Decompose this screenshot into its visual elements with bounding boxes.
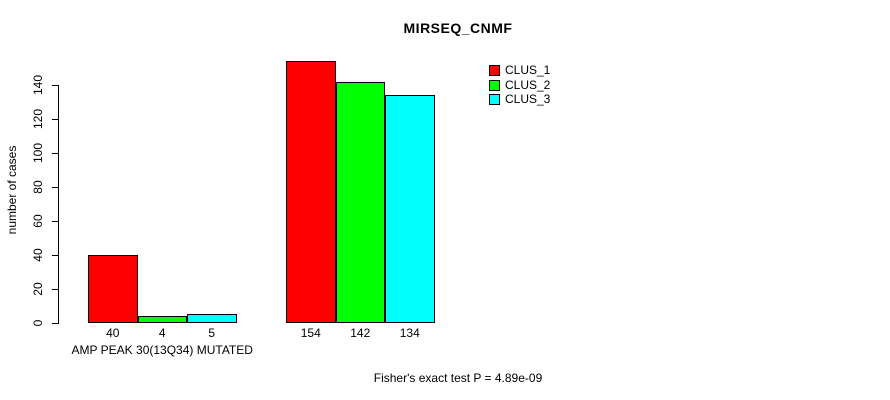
y-axis-tick <box>52 221 58 222</box>
y-tick-label: 60 <box>31 214 45 228</box>
legend-swatch <box>489 94 500 106</box>
y-tick-label: 100 <box>31 142 45 164</box>
legend-label: CLUS_1 <box>505 63 551 77</box>
y-axis-tick <box>52 85 58 86</box>
y-tick-label: 120 <box>31 108 45 130</box>
y-axis-tick <box>52 153 58 154</box>
category-label: AMP PEAK 30(13Q34) MUTATED <box>71 343 253 357</box>
bar <box>137 316 187 323</box>
y-axis-tick <box>52 119 58 120</box>
y-tick-label: 140 <box>31 74 45 96</box>
bar-value-label: 142 <box>350 326 371 340</box>
bar <box>286 61 336 323</box>
y-tick-label: 40 <box>31 248 45 262</box>
y-tick-label: 20 <box>31 282 45 296</box>
bar <box>335 82 385 323</box>
y-axis-line <box>58 85 59 324</box>
y-axis-tick <box>52 289 58 290</box>
y-tick-label: 0 <box>31 319 45 327</box>
legend-label: CLUS_2 <box>505 77 551 92</box>
bar-value-label: 4 <box>158 326 166 340</box>
bar <box>187 314 237 323</box>
bar <box>385 95 435 323</box>
bar-value-label: 134 <box>399 326 420 340</box>
y-axis-tick <box>52 187 58 188</box>
bar-value-label: 40 <box>106 326 120 340</box>
bar-value-label: 154 <box>300 326 321 340</box>
y-tick-label: 80 <box>31 180 45 194</box>
bar <box>88 255 138 323</box>
y-axis-label: number of cases <box>5 145 19 235</box>
bar-value-label: 5 <box>208 326 216 340</box>
chart-title: MIRSEQ_CNMF <box>403 20 513 36</box>
legend-label: CLUS_3 <box>505 92 551 107</box>
legend-swatch <box>489 65 500 76</box>
legend-swatch <box>489 79 500 91</box>
y-axis-tick <box>52 255 58 256</box>
y-axis-tick <box>52 323 58 324</box>
annotation-text: Fisher's exact test P = 4.89e-09 <box>373 371 543 385</box>
